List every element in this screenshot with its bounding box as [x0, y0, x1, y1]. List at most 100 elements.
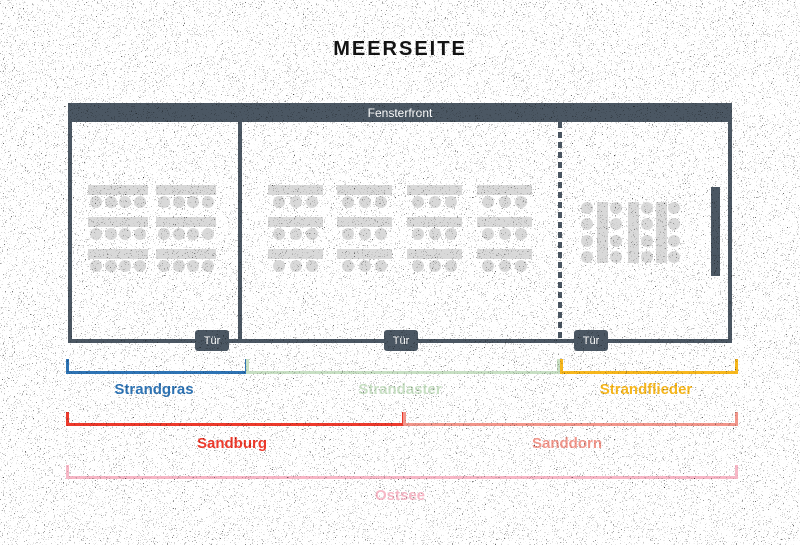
bracket-sandburg	[66, 412, 405, 426]
chair	[498, 228, 511, 240]
table	[407, 249, 462, 259]
chair	[172, 196, 185, 208]
table	[268, 249, 323, 259]
chair	[341, 196, 354, 208]
bracket-strandflieder	[560, 359, 738, 374]
table	[337, 217, 392, 227]
table	[477, 217, 532, 227]
chair	[641, 202, 653, 214]
chair	[358, 196, 371, 208]
chair	[668, 202, 680, 214]
chair	[375, 196, 388, 208]
chair	[104, 228, 117, 240]
chair	[289, 228, 302, 240]
table	[156, 249, 216, 259]
table	[156, 217, 216, 227]
chair	[272, 228, 285, 240]
chair	[581, 251, 593, 263]
chair	[411, 196, 424, 208]
chair	[104, 260, 117, 272]
chair	[481, 196, 494, 208]
chair	[515, 228, 528, 240]
chair	[133, 196, 146, 208]
chair	[515, 260, 528, 272]
bracket-ostsee	[66, 465, 738, 479]
section-label-sandburg: Sandburg	[197, 435, 267, 452]
chair	[358, 228, 371, 240]
chair	[428, 228, 441, 240]
section-label-strandflieder: Strandflieder	[599, 381, 693, 398]
bracket-strandaster	[246, 359, 560, 374]
chair	[445, 260, 458, 272]
chair	[581, 202, 593, 214]
chair	[341, 228, 354, 240]
chair	[119, 196, 132, 208]
chair	[375, 260, 388, 272]
chair	[158, 260, 171, 272]
chair	[187, 260, 200, 272]
chair	[306, 228, 319, 240]
chair	[481, 228, 494, 240]
chair	[119, 260, 132, 272]
table	[407, 217, 462, 227]
chair	[358, 260, 371, 272]
chair	[610, 202, 622, 214]
table	[156, 185, 216, 195]
chair	[187, 228, 200, 240]
chair	[158, 228, 171, 240]
chair	[172, 260, 185, 272]
chair	[610, 235, 622, 247]
chair	[187, 196, 200, 208]
table	[477, 249, 532, 259]
table	[656, 202, 667, 263]
section-label-ostsee: Ostsee	[374, 487, 426, 504]
table	[268, 185, 323, 195]
section-label-strandgras: Strandgras	[114, 381, 194, 398]
chair	[581, 218, 593, 230]
chair	[610, 218, 622, 230]
chair	[641, 218, 653, 230]
chair	[306, 196, 319, 208]
chair	[610, 251, 622, 263]
chair	[668, 218, 680, 230]
table	[337, 249, 392, 259]
chair	[119, 228, 132, 240]
section-label-sanddorn: Sanddorn	[532, 435, 602, 452]
table	[88, 217, 148, 227]
chair	[641, 235, 653, 247]
chair	[201, 196, 214, 208]
table	[597, 202, 608, 263]
table	[337, 185, 392, 195]
chair	[306, 260, 319, 272]
chair	[428, 260, 441, 272]
chair	[641, 251, 653, 263]
chair	[289, 260, 302, 272]
table	[88, 249, 148, 259]
chair	[289, 196, 302, 208]
chair	[411, 260, 424, 272]
chair	[581, 235, 593, 247]
chair	[158, 196, 171, 208]
chair	[133, 260, 146, 272]
table	[628, 202, 639, 263]
chair	[272, 196, 285, 208]
chair	[515, 196, 528, 208]
chair	[668, 251, 680, 263]
chair	[411, 228, 424, 240]
door-label-3: Tür	[574, 330, 608, 351]
chair	[498, 196, 511, 208]
chair	[428, 196, 441, 208]
chair	[341, 260, 354, 272]
chair	[445, 196, 458, 208]
chair	[201, 260, 214, 272]
door-label-1: Tür	[195, 330, 229, 351]
section-label-strandaster: Strandaster	[358, 381, 442, 398]
chair	[104, 196, 117, 208]
chair	[445, 228, 458, 240]
chair	[90, 260, 103, 272]
table	[407, 185, 462, 195]
chair	[90, 228, 103, 240]
chair	[90, 196, 103, 208]
table	[268, 217, 323, 227]
